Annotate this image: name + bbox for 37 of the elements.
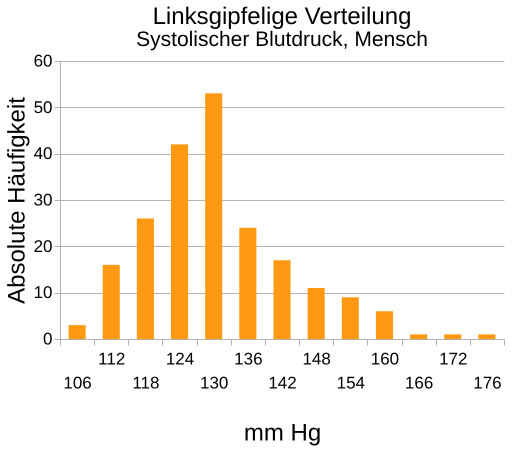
bar	[68, 325, 86, 339]
y-tick-label: 30	[34, 190, 52, 210]
x-tick-label: 136	[234, 350, 263, 368]
x-tick-label: 142	[268, 374, 297, 392]
x-tick-label: 124	[166, 350, 194, 368]
y-tick-label: 50	[34, 98, 52, 117]
x-tick-label: 166	[404, 374, 434, 392]
y-tick-label: 20	[34, 236, 52, 256]
bar	[342, 297, 359, 339]
x-tick-label: 118	[132, 374, 160, 392]
bar	[102, 264, 120, 339]
bar	[308, 288, 325, 339]
bar	[205, 93, 222, 339]
bar	[410, 334, 428, 339]
bar	[444, 334, 462, 339]
bar	[273, 260, 291, 339]
bar	[136, 218, 154, 339]
x-tick-label: 172	[439, 350, 468, 368]
x-axis-title: mm Hg	[244, 420, 322, 446]
x-tick-label: 160	[370, 350, 400, 368]
x-tick-label: 154	[336, 374, 365, 392]
bar	[478, 334, 496, 339]
x-tick-label: 106	[63, 374, 92, 392]
y-tick-label: 0	[43, 330, 52, 348]
x-tick-label: 130	[200, 374, 228, 392]
y-axis-title: Absolute Häufigkeit	[4, 96, 31, 304]
y-tick-label: 60	[34, 52, 52, 70]
bar	[376, 311, 393, 339]
x-tick-label: 148	[302, 350, 331, 368]
bar	[171, 144, 188, 339]
chart-subtitle: Systolischer Blutdruck, Mensch	[136, 28, 428, 51]
bar	[239, 228, 256, 339]
y-tick-label: 40	[34, 144, 52, 164]
chart-title: Linksgipfelige Verteilung	[152, 3, 412, 30]
x-tick-label: 112	[98, 350, 126, 368]
y-tick-label: 10	[34, 283, 52, 302]
x-tick-label: 176	[473, 374, 502, 392]
